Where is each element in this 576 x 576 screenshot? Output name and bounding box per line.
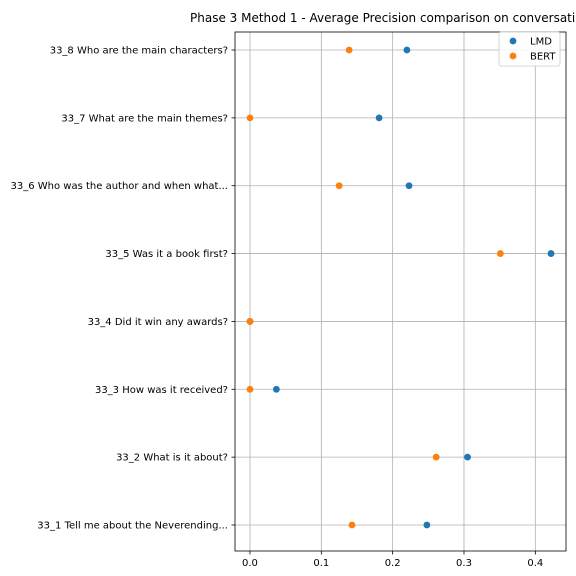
scatter-point-bert	[432, 453, 440, 461]
scatter-point-lmd	[547, 250, 555, 257]
scatter-point-lmd	[423, 521, 431, 529]
x-tick-label: 0.0	[242, 558, 258, 569]
y-tick-label: 33_2 What is it about?	[116, 453, 228, 464]
y-tick-label: 33_1 Tell me about the Neverending...	[37, 521, 228, 532]
data-points	[246, 46, 555, 529]
scatter-point-lmd	[375, 114, 383, 122]
scatter-point-bert	[246, 385, 254, 393]
y-tick-label: 33_8 Who are the main characters?	[50, 46, 228, 57]
legend-marker-bert	[509, 52, 517, 60]
legend: LMD BERT	[498, 31, 561, 67]
legend-label-lmd: LMD	[530, 37, 552, 48]
scatter-point-lmd	[405, 182, 413, 190]
scatter-point-bert	[246, 114, 254, 122]
x-tick-label: 0.1	[313, 558, 329, 569]
scatter-point-lmd	[272, 385, 280, 393]
y-tick-label: 33_6 Who was the author and when what...	[11, 181, 229, 192]
chart-title: Phase 3 Method 1 - Average Precision com…	[190, 11, 575, 25]
x-tick-label: 0.2	[385, 558, 401, 569]
x-tick-label: 0.3	[456, 558, 472, 569]
axes-frame	[234, 31, 567, 552]
scatter-point-bert	[496, 250, 504, 257]
y-tick-label: 33_5 Was it a book first?	[105, 249, 228, 260]
axes: 0.0 0.1 0.2 0.3 0.4 33_1 Tell me about the Ne…	[11, 31, 567, 569]
scatter-point-bert	[348, 521, 356, 529]
scatter-point-bert	[246, 318, 254, 325]
scatter-point-bert	[335, 182, 343, 190]
y-tick-label: 33_3 How was it received?	[95, 385, 228, 396]
legend-marker-lmd	[509, 37, 517, 45]
y-tick-label: 33_4 Did it win any awards?	[88, 317, 228, 328]
x-tick-label: 0.4	[527, 558, 543, 569]
scatter-point-lmd	[464, 453, 471, 461]
y-tick-label: 33_7 What are the main themes?	[61, 113, 228, 124]
scatter-point-lmd	[403, 46, 411, 54]
scatter-point-bert	[345, 46, 353, 54]
legend-label-bert: BERT	[530, 52, 556, 63]
